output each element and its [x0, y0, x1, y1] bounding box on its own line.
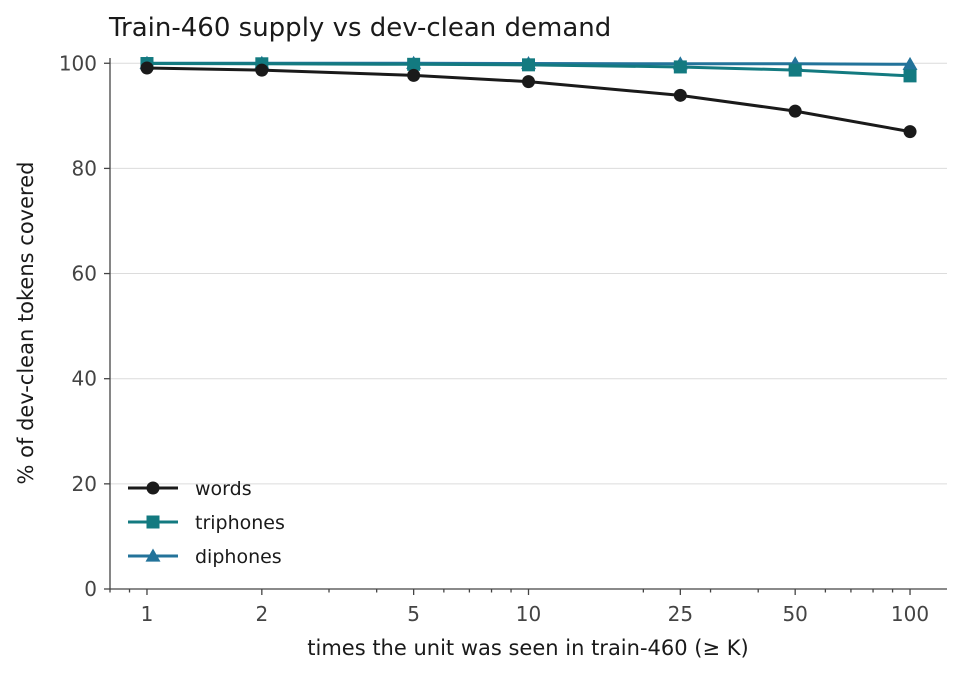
data-point	[902, 56, 918, 70]
chart-title: Train-460 supply vs dev-clean demand	[108, 13, 611, 43]
legend-item: words	[128, 478, 252, 500]
y-tick-label: 60	[72, 262, 97, 286]
data-point	[903, 125, 917, 139]
data-point	[255, 63, 269, 77]
data-point	[903, 69, 917, 83]
x-tick-label: 2	[255, 602, 268, 626]
series	[139, 55, 918, 139]
data-point	[145, 548, 161, 562]
data-point	[146, 515, 160, 529]
x-tick-label: 10	[516, 602, 541, 626]
y-tick-label: 20	[72, 472, 97, 496]
y-axis-ticks: 0 20 40 60 80 100	[59, 51, 110, 601]
x-axis-label: times the unit was seen in train-460 (≥ …	[307, 636, 748, 660]
data-point	[522, 75, 535, 89]
axes-spines	[109, 58, 947, 590]
x-tick-label: 50	[782, 602, 807, 626]
y-tick-label: 100	[59, 51, 97, 75]
data-point	[788, 63, 802, 77]
legend: words triphones diphones	[128, 478, 285, 568]
data-point	[673, 88, 687, 102]
y-tick-label: 0	[84, 577, 97, 601]
legend-item: triphones	[128, 512, 285, 534]
legend-label: triphones	[195, 512, 285, 534]
legend-label: words	[195, 478, 252, 500]
data-point	[146, 481, 160, 495]
y-tick-label: 40	[72, 367, 97, 391]
data-point	[407, 57, 421, 71]
data-point	[673, 60, 687, 74]
legend-item: diphones	[128, 546, 282, 568]
data-point	[522, 58, 535, 72]
data-point	[788, 104, 802, 118]
data-point	[140, 61, 154, 75]
series-words	[140, 61, 917, 139]
grid	[110, 62, 947, 485]
legend-label: diphones	[195, 546, 282, 568]
data-point	[407, 68, 421, 82]
x-axis-ticks: 1 2 5 10 25 50 100	[109, 589, 929, 626]
x-tick-label: 5	[407, 602, 420, 626]
y-axis-label: % of dev-clean tokens covered	[14, 162, 38, 485]
y-tick-label: 80	[72, 156, 97, 180]
x-tick-label: 100	[891, 602, 929, 626]
x-tick-label: 25	[668, 602, 693, 626]
x-tick-label: 1	[141, 602, 154, 626]
